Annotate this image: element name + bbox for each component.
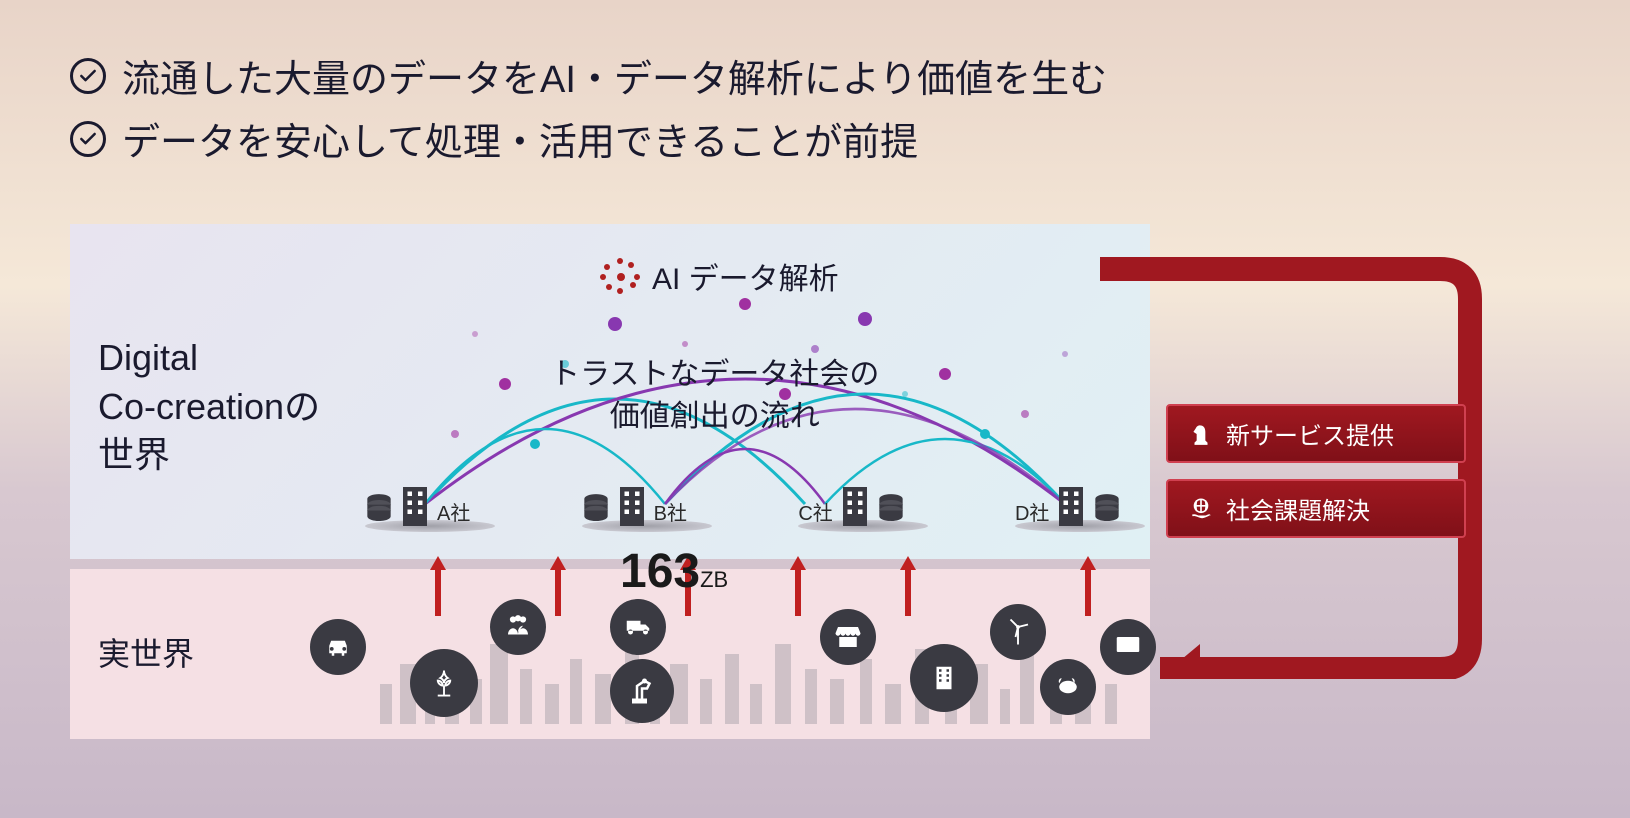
building-icon xyxy=(837,484,873,526)
bullet-2-text: データを安心して処理・活用できることが前提 xyxy=(122,111,918,166)
company-d: D社 xyxy=(1015,484,1145,554)
companies-row: A社 B社 C社 D社 xyxy=(365,484,1145,554)
cow-icon xyxy=(1040,659,1096,715)
check-icon xyxy=(70,121,106,157)
data-volume: 163ZB xyxy=(620,544,728,599)
bullet-1-text: 流通した大量のデータをAI・データ解析により価値を生む xyxy=(122,48,1107,103)
database-icon xyxy=(365,493,393,526)
building-icon xyxy=(614,484,650,526)
shop-icon xyxy=(820,609,876,665)
truck-icon xyxy=(610,599,666,655)
people-icon xyxy=(490,599,546,655)
real-world-icons xyxy=(290,589,1150,729)
robot-arm-icon xyxy=(610,659,674,723)
ai-label: AI データ解析 xyxy=(600,254,839,298)
up-arrow xyxy=(900,556,916,616)
outcome-badges: 新サービス提供 社会課題解決 xyxy=(1166,404,1466,554)
plant-icon xyxy=(410,649,478,717)
building-icon xyxy=(397,484,433,526)
real-world-label: 実世界 xyxy=(98,629,194,675)
main-diagram: Digital Co-creationの 世界 実世界 AI データ解析 トラス… xyxy=(70,214,1560,794)
database-icon xyxy=(582,493,610,526)
digital-world-label: Digital Co-creationの 世界 xyxy=(98,334,320,480)
up-arrow xyxy=(790,556,806,616)
bullet-list: 流通した大量のデータをAI・データ解析により価値を生む データを安心して処理・活… xyxy=(0,0,1630,194)
check-icon xyxy=(70,58,106,94)
building-large-icon xyxy=(910,644,978,712)
knight-icon xyxy=(1188,421,1214,447)
badge-social-issues: 社会課題解決 xyxy=(1166,479,1466,538)
car-icon xyxy=(310,619,366,675)
database-icon xyxy=(877,493,905,526)
badge-new-service: 新サービス提供 xyxy=(1166,404,1466,463)
up-arrow xyxy=(550,556,566,616)
company-c: C社 xyxy=(798,484,928,554)
globe-hand-icon xyxy=(1188,496,1214,522)
bullet-2: データを安心して処理・活用できることが前提 xyxy=(70,111,1560,166)
building-icon xyxy=(1053,484,1089,526)
database-icon xyxy=(1093,493,1121,526)
trust-label: トラストなデータ社会の 価値創出の流れ xyxy=(550,354,879,438)
up-arrow xyxy=(430,556,446,616)
company-a: A社 xyxy=(365,484,495,554)
up-arrow xyxy=(1080,556,1096,616)
bullet-1: 流通した大量のデータをAI・データ解析により価値を生む xyxy=(70,48,1560,103)
wind-turbine-icon xyxy=(990,604,1046,660)
ai-dots-icon xyxy=(600,256,640,296)
monitor-icon xyxy=(1100,619,1156,675)
